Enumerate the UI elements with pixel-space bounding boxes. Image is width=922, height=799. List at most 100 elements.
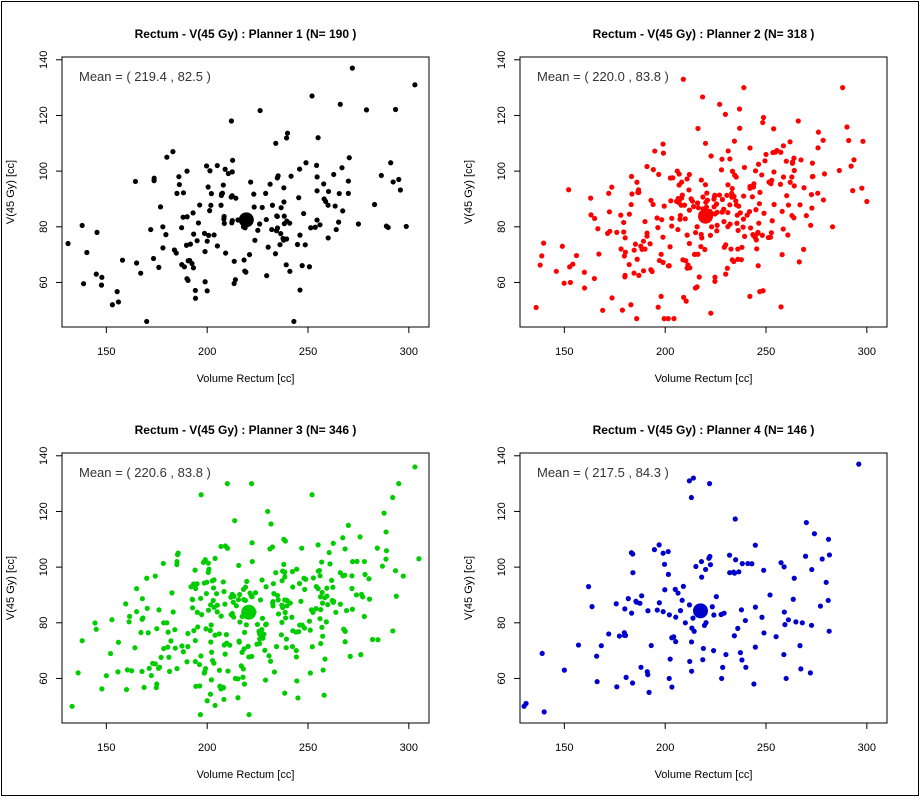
data-point (539, 650, 545, 657)
data-point (123, 601, 129, 607)
data-point (212, 632, 218, 638)
data-point (596, 251, 602, 257)
data-point (836, 167, 842, 174)
data-point (123, 686, 130, 693)
data-point (256, 628, 262, 634)
data-point (107, 650, 114, 657)
data-point (218, 543, 224, 550)
data-point (333, 226, 339, 233)
data-point (718, 611, 724, 618)
data-point (156, 607, 162, 613)
data-point (691, 251, 698, 257)
data-point (815, 145, 821, 151)
data-point (249, 558, 255, 565)
data-point (331, 171, 337, 178)
data-point (739, 561, 745, 567)
data-point (678, 202, 684, 208)
data-point (289, 614, 295, 620)
mean-label: Mean = ( 220.0 , 83.8 ) (537, 69, 669, 84)
data-point (581, 269, 588, 275)
data-point (240, 666, 246, 672)
data-point (383, 529, 389, 535)
data-point (686, 171, 692, 178)
data-point (728, 246, 734, 252)
data-point (298, 598, 304, 604)
data-point (541, 709, 547, 715)
data-point (740, 216, 747, 222)
data-point (739, 657, 745, 663)
data-point (165, 644, 171, 650)
panel-2: Rectum - V(45 Gy) : Planner 2 (N= 318 ) 1… (463, 27, 888, 385)
data-point (201, 230, 208, 236)
data-point (673, 639, 679, 645)
data-point (148, 226, 154, 233)
data-point (153, 685, 159, 691)
data-point (374, 545, 380, 551)
data-point (636, 272, 642, 278)
data-point (208, 602, 214, 608)
data-point (163, 232, 169, 238)
data-point (721, 206, 727, 212)
data-point (241, 629, 248, 635)
data-point (263, 621, 269, 627)
data-point (310, 575, 316, 581)
data-point (205, 569, 211, 575)
data-point (306, 618, 313, 624)
data-point (324, 593, 330, 599)
data-point (823, 579, 829, 585)
data-point (702, 246, 708, 253)
data-point (756, 201, 763, 207)
data-point (686, 207, 693, 213)
data-point (625, 596, 631, 602)
data-point (302, 242, 308, 248)
data-point (228, 194, 234, 200)
data-point (785, 617, 791, 623)
data-point (284, 130, 291, 136)
data-point (347, 653, 353, 659)
data-point (810, 173, 816, 180)
data-point (761, 210, 767, 216)
data-point (191, 231, 197, 237)
y-tick-label: 140 (496, 51, 508, 69)
data-point (319, 624, 325, 630)
data-point (622, 249, 629, 255)
data-point (680, 76, 686, 82)
data-point (734, 220, 740, 226)
data-point (109, 302, 116, 308)
data-point (242, 584, 249, 590)
data-point (233, 195, 239, 201)
data-point (218, 613, 224, 619)
data-point (317, 222, 323, 228)
data-point (174, 561, 180, 568)
data-point (321, 692, 327, 698)
data-point (150, 255, 157, 262)
x-tick-label: 150 (97, 742, 115, 754)
data-point (262, 677, 269, 683)
data-point (703, 204, 710, 210)
data-point (621, 219, 627, 226)
panel-1: Rectum - V(45 Gy) : Planner 1 (N= 190 ) 1… (5, 27, 430, 385)
y-tick-label: 120 (38, 106, 50, 124)
data-point (267, 181, 273, 187)
data-point (622, 606, 628, 612)
data-point (826, 628, 832, 634)
data-point (264, 273, 270, 279)
data-point (235, 676, 241, 682)
data-point (684, 176, 690, 182)
data-point (825, 597, 831, 604)
data-point (736, 203, 742, 209)
data-point (139, 596, 145, 602)
data-point (727, 202, 733, 208)
data-point (270, 581, 276, 587)
data-point (282, 574, 288, 580)
data-point (703, 566, 709, 573)
data-point (616, 633, 623, 639)
data-point (677, 212, 683, 219)
data-point (184, 276, 190, 282)
data-point (688, 196, 694, 202)
data-point (669, 223, 675, 229)
data-point (742, 233, 748, 239)
data-point (283, 645, 289, 651)
data-point (191, 628, 197, 634)
data-point (598, 643, 604, 649)
